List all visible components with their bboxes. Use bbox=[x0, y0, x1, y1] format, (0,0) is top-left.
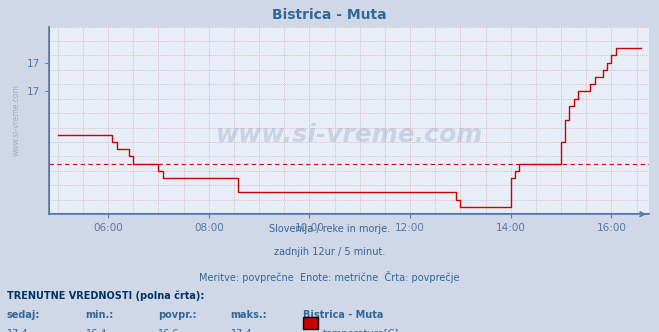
Text: Slovenija / reke in morje.: Slovenija / reke in morje. bbox=[269, 224, 390, 234]
Text: Bistrica - Muta: Bistrica - Muta bbox=[303, 310, 384, 320]
Text: temperatura[C]: temperatura[C] bbox=[323, 329, 399, 332]
Text: zadnjih 12ur / 5 minut.: zadnjih 12ur / 5 minut. bbox=[273, 247, 386, 257]
Text: 16,6: 16,6 bbox=[158, 329, 180, 332]
Text: povpr.:: povpr.: bbox=[158, 310, 196, 320]
Text: TRENUTNE VREDNOSTI (polna črta):: TRENUTNE VREDNOSTI (polna črta): bbox=[7, 290, 204, 301]
Text: Meritve: povprečne  Enote: metrične  Črta: povprečje: Meritve: povprečne Enote: metrične Črta:… bbox=[199, 271, 460, 283]
Text: sedaj:: sedaj: bbox=[7, 310, 40, 320]
Text: maks.:: maks.: bbox=[231, 310, 268, 320]
Text: 17,4: 17,4 bbox=[7, 329, 28, 332]
Text: www.si-vreme.com: www.si-vreme.com bbox=[215, 124, 483, 147]
Text: min.:: min.: bbox=[86, 310, 114, 320]
Text: www.si-vreme.com: www.si-vreme.com bbox=[12, 84, 21, 156]
Text: 17,4: 17,4 bbox=[231, 329, 252, 332]
Text: 16,4: 16,4 bbox=[86, 329, 107, 332]
Text: Bistrica - Muta: Bistrica - Muta bbox=[272, 8, 387, 22]
